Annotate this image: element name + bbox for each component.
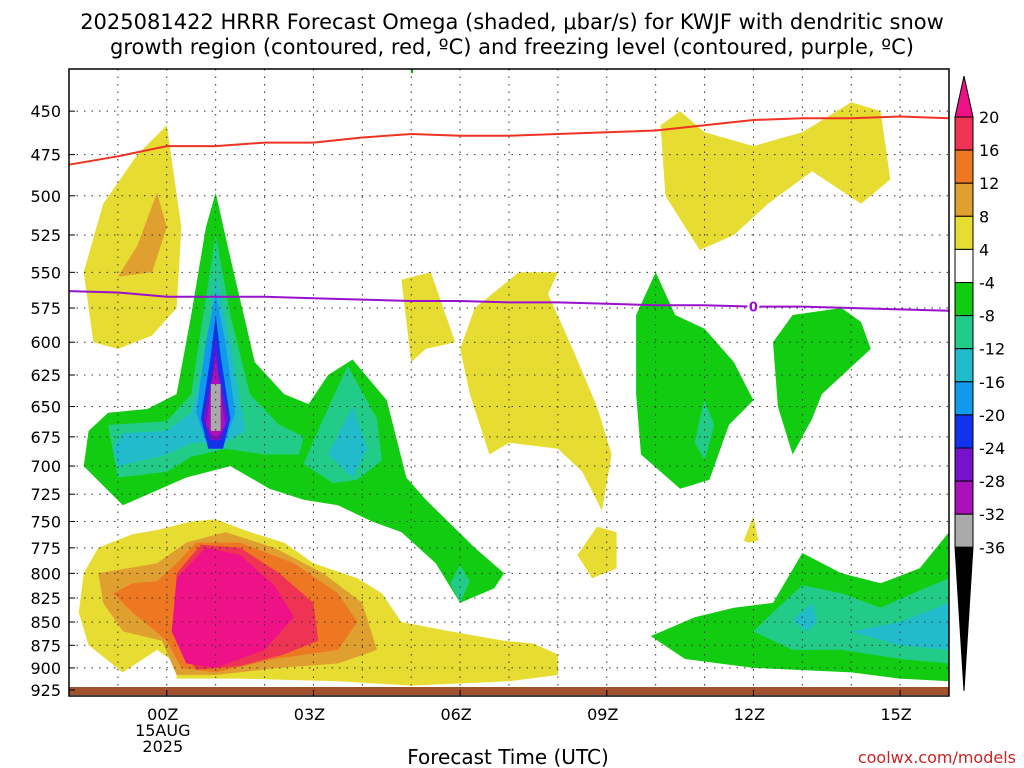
omega-region-sea-12 [450,565,470,603]
y-tick-label-450: 450 [30,102,61,121]
x-tick-label-3-0: 03Z [294,705,325,724]
colorbar-box-6 [954,315,974,350]
y-tick-label-675: 675 [30,428,61,447]
y-tick-label-775: 775 [30,539,61,558]
colorbar-label-0: 20 [979,108,999,127]
y-tick-label-625: 625 [30,366,61,385]
x-tick-label-0-1: 15AUG [135,721,190,740]
dgz-contour-line [68,115,950,166]
colorbar-box-12 [954,513,974,548]
colorbar-top-arrow [954,75,974,118]
x-tick-label-15-0: 15Z [880,705,911,724]
colorbar-label-3: 8 [979,207,989,226]
x-tick-label-9-0: 09Z [587,705,618,724]
y-tick-label-500: 500 [30,187,61,206]
omega-region-green-2 [83,192,505,603]
omega-region-yellow-22 [743,516,759,543]
colorbar-label-9: -20 [979,406,1005,425]
plot-frame [68,68,950,697]
contour-layer: 0 [68,115,950,316]
freezing-level-line [68,290,950,312]
colorbar-label-6: -8 [979,307,995,326]
colorbar-box-2 [954,182,974,217]
colorbar-label-5: -4 [979,274,995,293]
omega-region-yellow-18 [401,272,456,363]
colorbar-box-1 [954,149,974,184]
colorbar-bottom-arrow [954,546,974,692]
y-tick-label-875: 875 [30,636,61,655]
y-axis-ticks: 450 475 500 525 550 575 600 625 650 675 700 725 750 7… [30,102,75,700]
y-tick-label-750: 750 [30,512,61,531]
omega-region-yellow-21 [660,102,891,251]
colorbar-box-4 [954,248,974,283]
colorbar-label-2: 12 [979,174,999,193]
colorbar-box-11 [954,480,974,515]
y-tick-label-650: 650 [30,398,61,417]
colorbar-box-5 [954,282,974,317]
chart-title-line-1: 2025081422 HRRR Forecast Omega (shaded, … [80,10,944,34]
omega-region-magenta-17 [171,547,294,668]
colorbar-label-10: -24 [979,439,1005,458]
omega-region-cyan-28 [792,602,817,632]
y-tick-label-700: 700 [30,457,61,476]
y-tick-label-925: 925 [30,681,61,700]
omega-region-green-25 [773,308,871,455]
colorbar-label-8: -16 [979,373,1005,392]
colorbar-box-10 [954,447,974,482]
x-tick-label-12-0: 12Z [734,705,765,724]
credit-text: coolwx.com/models [858,748,1016,767]
colorbar-box-7 [954,348,974,383]
y-tick-label-725: 725 [30,485,61,504]
omega-region-cyan-11 [328,406,368,478]
y-tick-label-600: 600 [30,333,61,352]
y-tick-label-575: 575 [30,299,61,318]
freezing-label-bg [747,298,760,313]
colorbar-label-7: -12 [979,340,1005,359]
omega-region-green-23 [636,272,754,489]
omega-region-yellow-19 [460,272,612,511]
y-tick-label-550: 550 [30,263,61,282]
y-tick-label-825: 825 [30,589,61,608]
x-tick-label-0-2: 2025 [142,737,183,756]
colorbar-box-9 [954,414,974,449]
colorbar: 20 16 12 8 4 -4 -8 -12 -16 -20 -24 -28 -32 -36 [954,75,1005,692]
colorbar-label-13: -36 [979,538,1005,557]
y-tick-label-850: 850 [30,613,61,632]
colorbar-box-0 [954,116,974,151]
y-tick-label-800: 800 [30,564,61,583]
terrain-surface [69,687,949,695]
x-tick-label-0-0: 00Z [147,705,178,724]
y-tick-label-900: 900 [30,659,61,678]
colorbar-label-4: 4 [979,240,989,259]
omega-region-cyan-29 [851,602,949,650]
y-tick-label-475: 475 [30,146,61,165]
omega-region-gold-1 [117,192,167,277]
colorbar-label-1: 16 [979,141,999,160]
freezing-level-label: 0 [749,301,758,316]
x-tick-label-6-0: 06Z [440,705,471,724]
colorbar-label-11: -28 [979,472,1005,491]
omega-shading-layer [78,102,949,686]
chart-title-line-2: growth region (contoured, red, ºC) and f… [110,35,914,59]
colorbar-label-12: -32 [979,505,1005,524]
colorbar-box-8 [954,381,974,416]
colorbar-box-3 [954,215,974,250]
x-axis-label: Forecast Time (UTC) [407,745,609,768]
y-tick-label-525: 525 [30,226,61,245]
